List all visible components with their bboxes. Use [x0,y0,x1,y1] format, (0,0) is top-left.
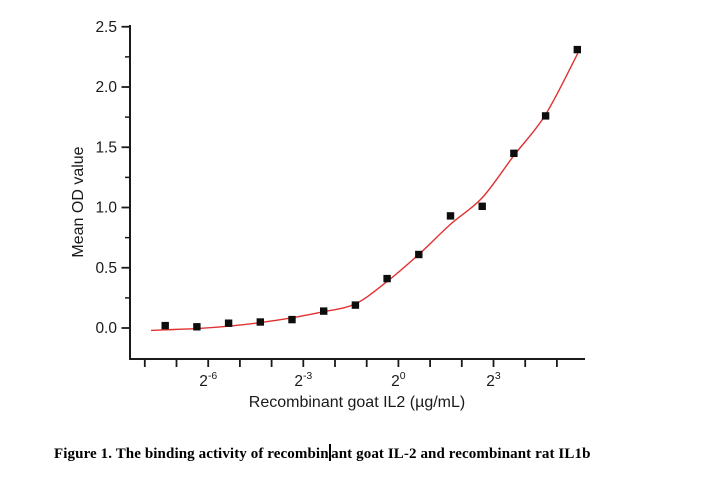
x-tick-label: 2-6 [199,370,217,390]
data-point [161,321,169,330]
y-tick-label: 1.5 [95,139,117,156]
data-point [383,274,391,283]
data-point [256,318,264,326]
data-point [320,307,328,315]
x-axis-title: Recombinant goat IL2 (µg/mL) [249,394,465,411]
data-point [193,323,201,331]
data-point [541,112,550,120]
data-point [288,315,296,324]
y-tick-label: 0.5 [95,260,117,277]
caption-text-before-cursor: Figure 1. The binding activity of recomb… [54,446,329,462]
x-tick-label: 2-3 [294,370,312,390]
data-point [573,45,581,54]
data-point [351,301,360,309]
y-tick-label: 2.5 [95,19,117,36]
binding-activity-chart: 0.0 0.5 1.0 1.5 2.0 2.5 2-6 2-3 20 23 Recombinant … [70,19,585,411]
text-cursor [329,444,331,461]
data-point [510,149,518,157]
y-tick-label: 1.0 [95,200,117,217]
figure-caption[interactable]: Figure 1. The binding activity of recomb… [54,444,591,463]
data-point [478,202,486,210]
data-point [415,250,423,259]
y-tick-label: 2.0 [95,79,117,96]
y-axis-title: Mean OD value [70,146,87,257]
fit-line [151,52,579,332]
axis-frame [129,25,585,360]
x-tick-label: 20 [391,370,406,390]
data-point [446,212,455,220]
y-tick-label: 0.0 [95,320,117,337]
data-point [224,319,233,327]
x-tick-label: 23 [486,370,501,390]
caption-text-after-cursor: ant goat IL-2 and recombinant rat IL1b [331,446,591,462]
